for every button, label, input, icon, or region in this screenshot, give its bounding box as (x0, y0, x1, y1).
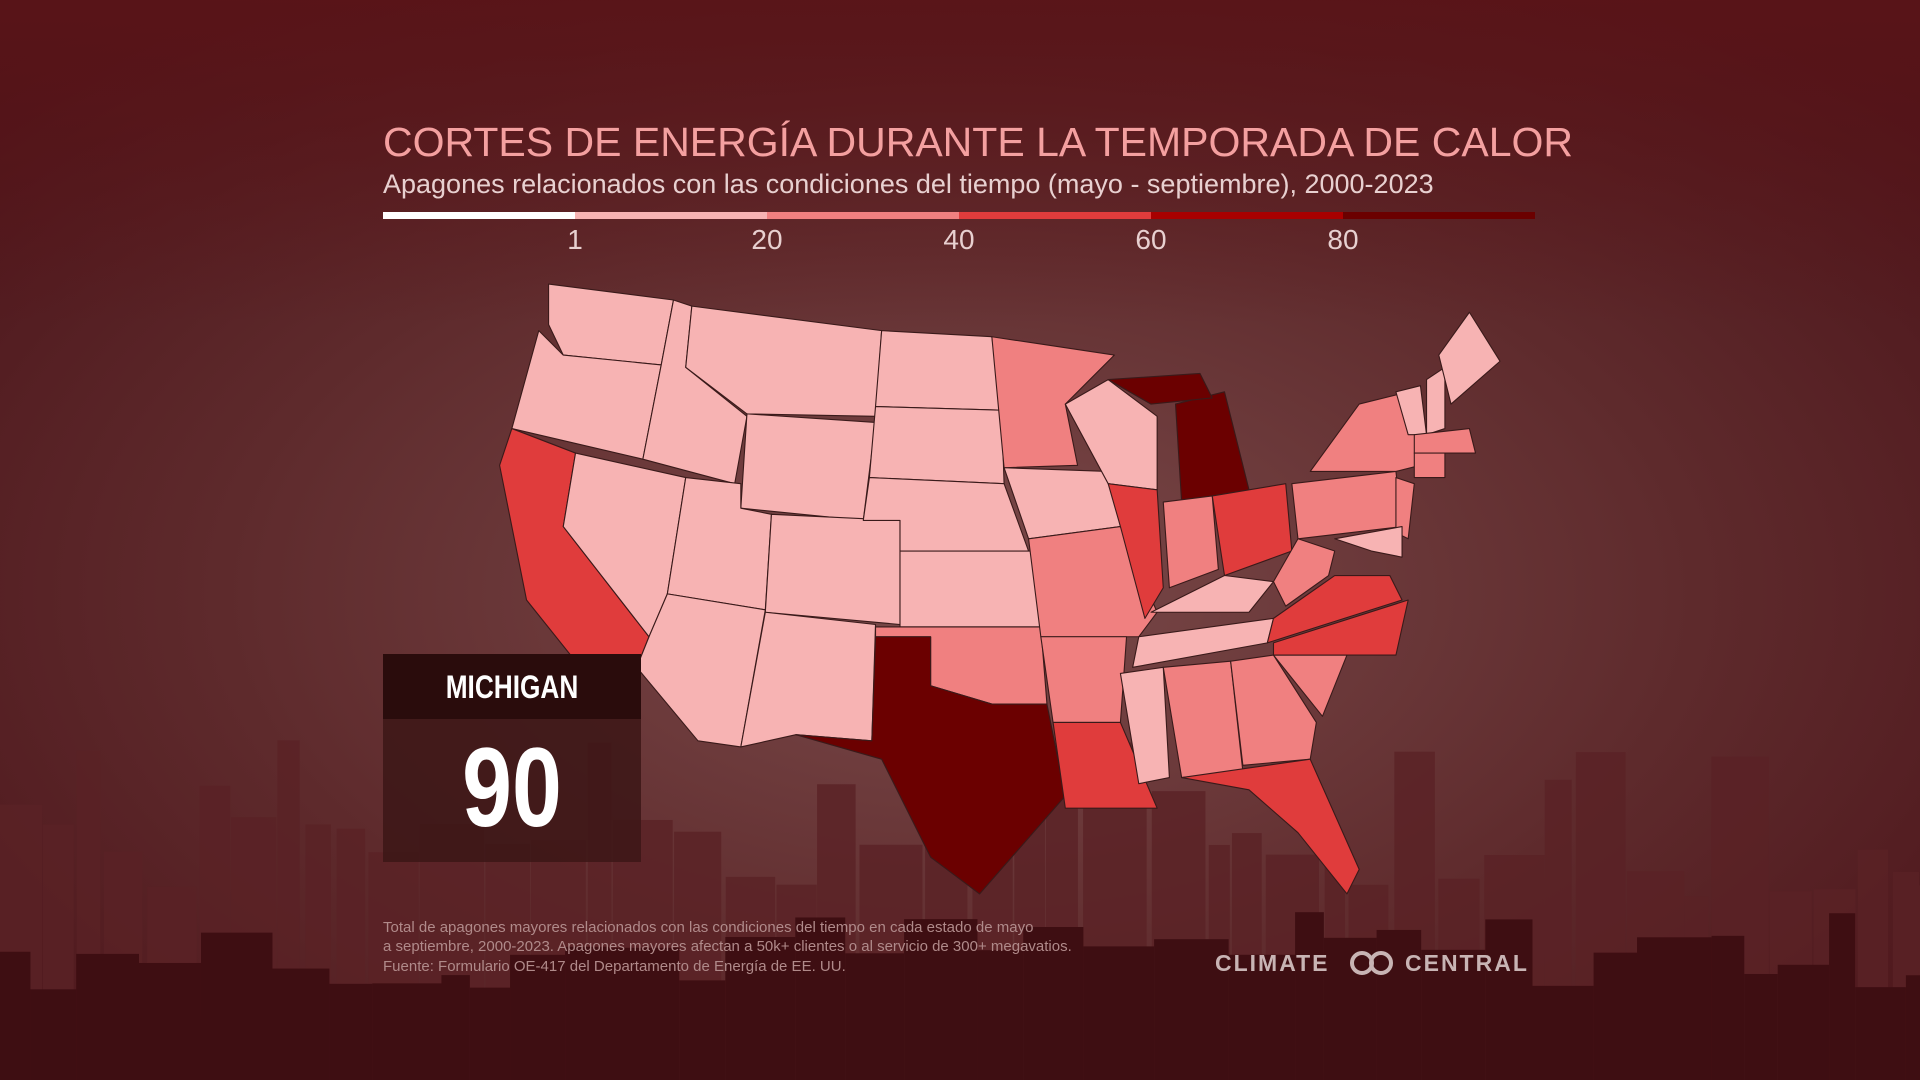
state (1028, 525, 1158, 638)
title: CORTES DE ENERGÍA DURANTE LA TEMPORADA D… (383, 119, 1573, 165)
legend-label: 80 (1327, 224, 1358, 255)
state (1040, 636, 1128, 724)
map (499, 283, 1501, 895)
building (1421, 949, 1486, 1080)
building (139, 962, 201, 1080)
state (1413, 428, 1477, 454)
building (1023, 927, 1084, 1080)
building (1485, 919, 1533, 1080)
building (904, 919, 978, 1080)
state (1181, 758, 1360, 895)
building (469, 987, 511, 1080)
building (510, 954, 566, 1080)
state (1064, 379, 1158, 491)
state (1395, 477, 1415, 540)
state (1425, 366, 1446, 436)
legend-swatch (767, 212, 959, 219)
state (1438, 311, 1501, 405)
state (1334, 525, 1403, 558)
building (1711, 935, 1745, 1080)
building (372, 983, 442, 1080)
building (845, 953, 905, 1080)
footnote-line: Fuente: Formulario OE-417 del Departamen… (383, 958, 846, 975)
building (329, 983, 373, 1080)
state (795, 636, 1066, 895)
state (1266, 574, 1403, 644)
building (1637, 937, 1712, 1080)
legend-swatch (959, 212, 1151, 219)
state (874, 330, 1003, 411)
building (1593, 952, 1638, 1080)
state (1162, 495, 1219, 589)
building (1905, 975, 1920, 1080)
building (725, 937, 796, 1080)
legend: 1 20 40 60 80 (383, 212, 1535, 255)
legend-label: 1 (567, 224, 583, 255)
logo-word: CLIMATE (1215, 950, 1330, 976)
building (272, 968, 330, 1080)
building (1744, 973, 1778, 1080)
legend-swatch (383, 212, 575, 219)
state (764, 513, 901, 626)
building (1777, 964, 1830, 1080)
building (1829, 913, 1856, 1080)
building (608, 947, 680, 1080)
building (565, 946, 609, 1080)
legend-swatch (575, 212, 767, 219)
state (1272, 599, 1409, 656)
building (1295, 912, 1324, 1080)
state (1291, 470, 1403, 540)
building (1532, 985, 1594, 1080)
footnote: Total de apagones mayores relacionados c… (383, 919, 1072, 975)
logo-icon (1369, 951, 1393, 975)
highlight-value: 90 (462, 726, 562, 851)
building (0, 951, 31, 1080)
state (899, 550, 1042, 628)
state (1107, 483, 1164, 619)
highlight-state: MICHIGAN (446, 671, 579, 706)
building (795, 917, 846, 1080)
logo: CLIMATE CENTRAL (1215, 950, 1529, 976)
state (1107, 372, 1213, 405)
logo-word: CENTRAL (1405, 950, 1529, 976)
footnote-line: Total de apagones mayores relacionados c… (383, 919, 1033, 936)
state (868, 405, 1005, 485)
legend-label: 20 (751, 224, 782, 255)
skyline (0, 740, 1920, 1080)
state (685, 305, 883, 417)
state (740, 413, 877, 521)
state (991, 336, 1115, 469)
building (76, 953, 140, 1080)
state (1119, 666, 1170, 785)
building (30, 989, 77, 1080)
state (1230, 654, 1317, 766)
building (1154, 939, 1229, 1080)
footnote-line: a septiembre, 2000-2023. Apagones mayore… (383, 938, 1072, 955)
state (1272, 538, 1336, 607)
building (1083, 946, 1155, 1080)
building (441, 975, 470, 1080)
building (1228, 954, 1296, 1080)
building (1855, 987, 1906, 1080)
highlight-header (383, 654, 641, 719)
building (977, 950, 1024, 1080)
legend-label: 40 (943, 224, 974, 255)
state (1413, 452, 1446, 479)
subtitle: Apagones relacionados con las condicione… (383, 169, 1434, 199)
legend-swatch (1151, 212, 1343, 219)
legend-swatch (1343, 212, 1535, 219)
legend-label: 60 (1135, 224, 1166, 255)
building (1323, 937, 1377, 1080)
building (200, 932, 273, 1080)
state (1052, 721, 1158, 809)
building (679, 980, 726, 1080)
